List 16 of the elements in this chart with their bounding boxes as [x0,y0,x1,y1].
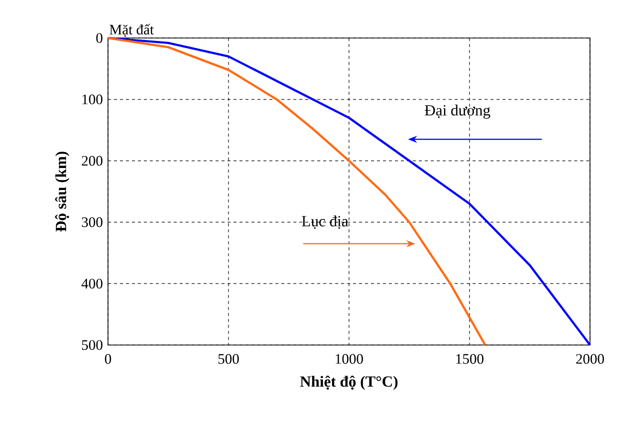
y-axis-title: Độ sâu (km) [55,152,70,232]
x-tick-label: 1500 [456,354,484,364]
y-tick-label: 500 [82,340,102,350]
y-tick-label: 300 [82,217,102,228]
y-tick-label: 100 [82,94,102,104]
text: Lục địa [302,216,348,229]
text: Mặt đất [110,24,154,37]
x-tick-label: 0 [104,354,112,364]
x-axis-title: Nhiệt độ (T°C) [300,376,398,390]
x-tick-label: 1000 [336,354,363,364]
y-tick-label: 400 [82,278,102,288]
x-tick-label: 500 [218,354,239,364]
y-tick-label: 0 [96,33,102,43]
text: Đại dương [424,104,490,119]
y-tick-label: 200 [82,156,102,166]
x-tick-label: 2000 [576,354,604,364]
